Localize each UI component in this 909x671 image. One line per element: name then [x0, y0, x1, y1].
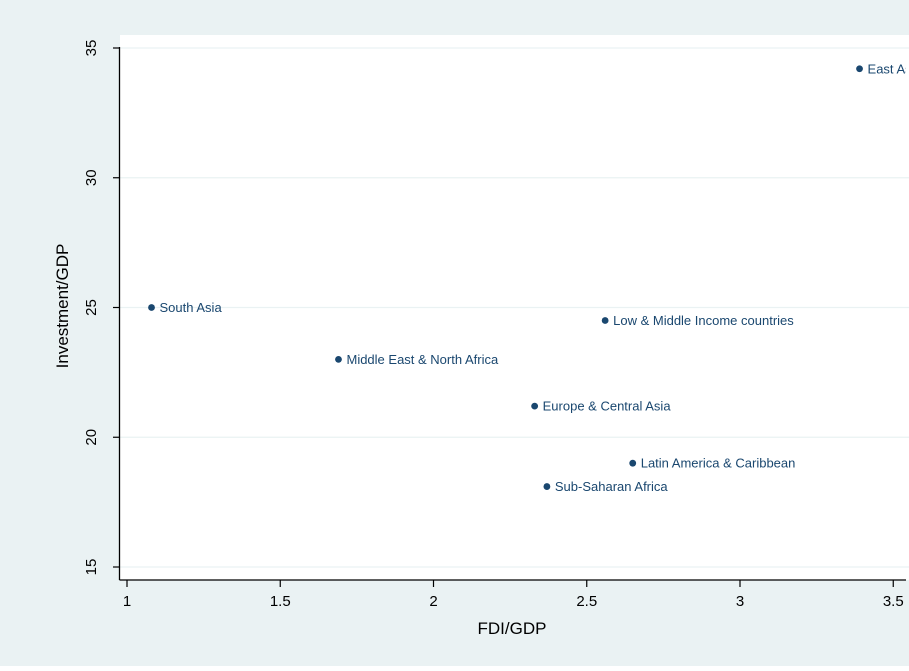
scatter-point: [335, 356, 342, 363]
x-axis-title: FDI/GDP: [478, 619, 547, 638]
x-tick-label: 2.5: [576, 593, 597, 610]
data-points: East Asia & Pacific South Asia Low & Middl…: [148, 61, 909, 494]
point-label: Latin America & Caribbean: [641, 456, 796, 471]
scatter-point: [148, 304, 155, 311]
x-tick-label: 3: [736, 593, 744, 610]
scatter-point: [629, 459, 637, 467]
x-tick-label: 1.5: [270, 593, 291, 610]
scatter-point: [531, 402, 539, 410]
point-label: Sub-Saharan Africa: [555, 479, 669, 494]
y-tick-label: 15: [83, 559, 100, 576]
y-tick-label: 30: [83, 169, 100, 186]
scatter-point: [601, 317, 609, 324]
x-tick-label: 3.5: [883, 593, 904, 610]
gridlines: [120, 47, 909, 568]
scatter-point: [543, 483, 551, 490]
x-tick-label: 2: [429, 593, 437, 610]
y-tick-label: 35: [83, 40, 100, 57]
point-label: South Asia: [160, 300, 223, 315]
scatter-point: [856, 65, 863, 73]
y-axis-title: Investment/GDP: [53, 244, 72, 369]
axes: 1 1.5 2 2.5 3 3.5 15 20 25 30 35: [83, 40, 906, 610]
y-tick-label: 20: [83, 429, 100, 446]
point-label: Europe & Central Asia: [543, 399, 672, 414]
point-label: Middle East & North Africa: [346, 352, 498, 367]
x-tick-label: 1: [123, 593, 131, 610]
y-tick-label: 25: [83, 299, 100, 316]
point-label: East Asia & Pacific: [868, 61, 909, 76]
point-label: Low & Middle Income countries: [613, 313, 794, 328]
